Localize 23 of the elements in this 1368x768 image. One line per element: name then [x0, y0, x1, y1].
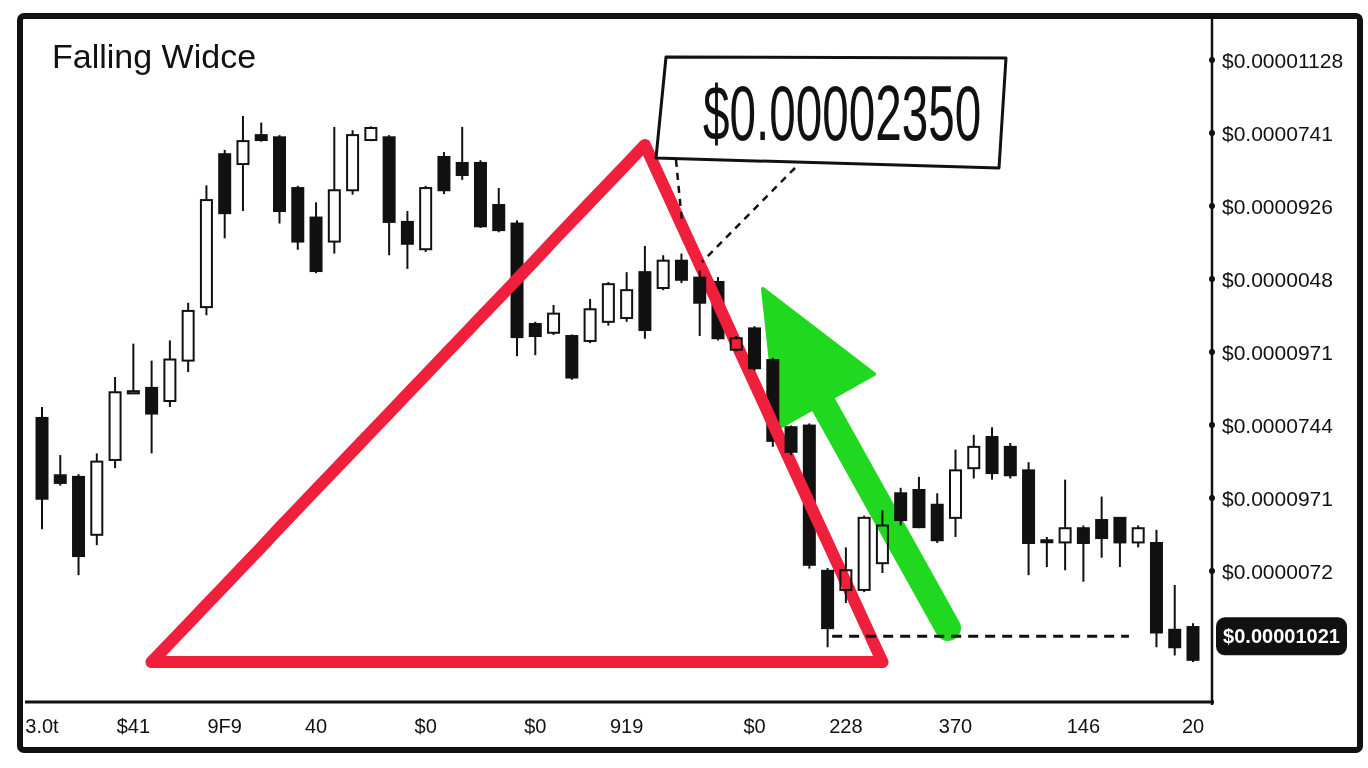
- x-tick-label: 146: [1066, 715, 1101, 737]
- text: $0.0000926: [1222, 194, 1333, 218]
- annotation: $0.00002350: [703, 68, 982, 157]
- text: $0.0000048: [1222, 267, 1333, 291]
- x-tick-label: 20: [1181, 715, 1205, 737]
- x-tick-label: 3.0t: [25, 715, 60, 737]
- x-tick-label: 370: [938, 715, 973, 737]
- text: $0.0000072: [1222, 559, 1333, 583]
- x-tick-label: 40: [304, 715, 328, 737]
- x-tick-label: $0: [524, 715, 547, 737]
- text: $0.0000741: [1222, 121, 1333, 145]
- text: $0.0000971: [1222, 340, 1333, 364]
- x-tick-label: 919: [609, 715, 644, 737]
- x-tick-label: $41: [116, 715, 151, 737]
- text: $0.00001128: [1222, 48, 1344, 72]
- chart-title: Falling Widce: [52, 37, 257, 75]
- text: $0.00001021: [1223, 625, 1340, 648]
- x-tick-label: 228: [829, 715, 863, 737]
- x-tick-label: $0: [743, 715, 766, 737]
- text: $0.0000744: [1222, 413, 1334, 437]
- x-tick-label: $0: [414, 715, 437, 737]
- x-tick-label: 9F9: [207, 715, 242, 737]
- text: $0.0000971: [1222, 486, 1333, 510]
